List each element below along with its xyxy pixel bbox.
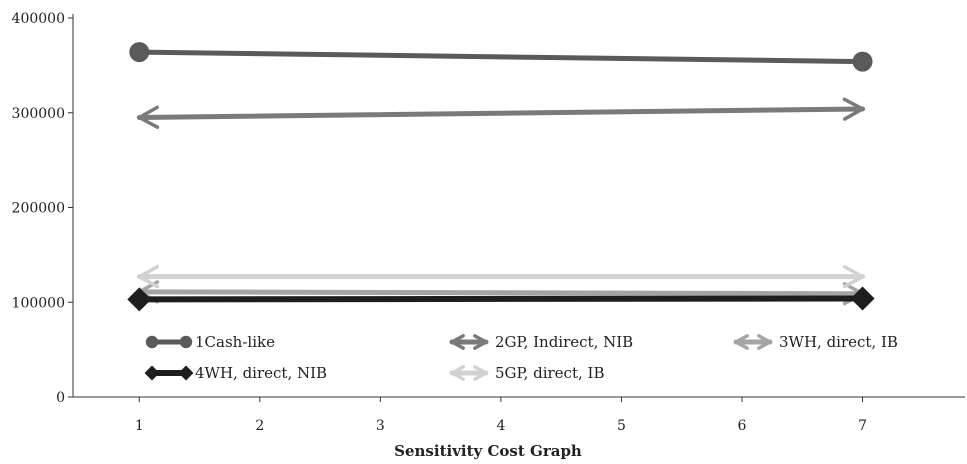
axes: 0 100000 200000 300000 400000 1 2 3 4 5 6 7: [12, 11, 965, 434]
series-4-point: [850, 286, 875, 311]
series-5-arrow-end: [842, 265, 865, 289]
legend-item: 1Cash-like: [145, 333, 275, 351]
series-2-line: [136, 106, 866, 120]
legend-label: 5GP, direct, IB: [495, 364, 604, 382]
y-tick-label: 400000: [12, 11, 65, 27]
series-2-arrow-start: [137, 105, 160, 129]
series-group: [127, 42, 875, 312]
series-1-point: [129, 42, 150, 63]
x-tick-label: 3: [376, 418, 385, 434]
legend-item: 4WH, direct, NIB: [144, 364, 327, 382]
series-1-line: [136, 49, 866, 65]
x-tick-label: 7: [858, 418, 867, 434]
legend-item: 5GP, direct, IB: [449, 364, 604, 382]
series-4-point: [127, 287, 152, 312]
series-4-line: [136, 295, 866, 303]
series-2: [136, 97, 866, 129]
series-5-arrow-start: [137, 265, 160, 289]
y-tick-label: 300000: [12, 106, 65, 122]
legend-item: 3WH, direct, IB: [733, 333, 898, 351]
y-tick-label: 100000: [12, 295, 65, 311]
legend-key-arrow-start: [450, 365, 465, 381]
series-3-line: [136, 289, 866, 297]
legend-key-point: [144, 365, 160, 381]
x-tick-label: 6: [738, 418, 747, 434]
series-1-point: [852, 51, 873, 72]
series-2-arrow-end: [842, 97, 865, 121]
x-tick-label: 5: [617, 418, 626, 434]
legend: 1Cash-like 2GP, Indirect, NIB 3WH, direct,…: [144, 333, 898, 382]
legend-label: 4WH, direct, NIB: [195, 364, 327, 382]
legend-key-arrow-start: [734, 334, 749, 350]
legend-key-point: [179, 335, 193, 349]
series-4: [127, 286, 875, 312]
legend-label: 3WH, direct, IB: [779, 333, 898, 351]
x-axis-title: Sensitivity Cost Graph: [394, 442, 582, 460]
series-5: [136, 265, 866, 289]
x-tick-label: 1: [135, 418, 144, 434]
legend-label: 2GP, Indirect, NIB: [495, 333, 633, 351]
legend-key-point: [178, 365, 194, 381]
series-1: [129, 42, 873, 72]
legend-label: 1Cash-like: [195, 333, 275, 351]
y-tick-label: 0: [56, 390, 65, 406]
y-tick-label: 200000: [12, 201, 65, 217]
legend-key-arrow-start: [450, 334, 465, 350]
x-tick-label: 2: [255, 418, 264, 434]
legend-key-point: [145, 335, 159, 349]
legend-key-arrow-end: [757, 334, 772, 350]
legend-key-arrow-end: [473, 365, 488, 381]
x-tick-label: 4: [496, 418, 505, 434]
legend-item: 2GP, Indirect, NIB: [449, 333, 633, 351]
legend-key-arrow-end: [473, 334, 488, 350]
